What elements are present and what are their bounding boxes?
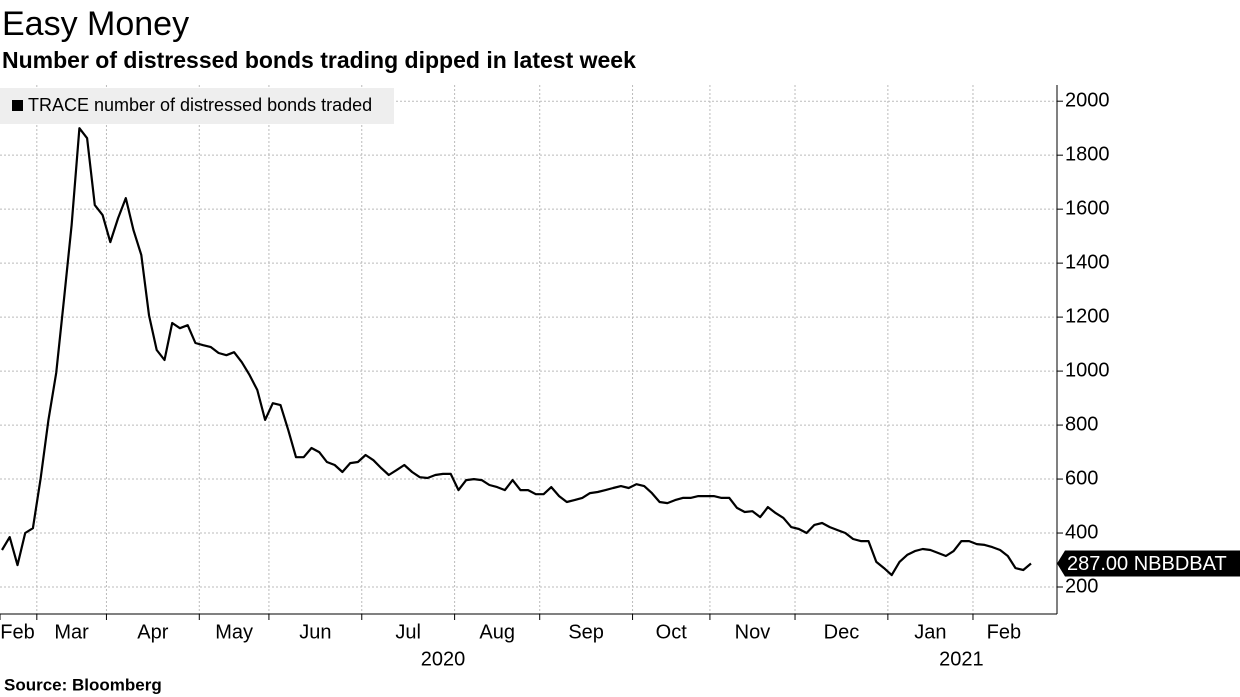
x-tick-label: Feb: [0, 621, 34, 643]
data-line: [1, 127, 1032, 577]
end-tag: 287.00 NBBDBAT: [1057, 550, 1240, 577]
legend-swatch: [12, 100, 23, 111]
y-tick-label: 1200: [1065, 305, 1110, 327]
chart-title: Easy Money: [2, 5, 189, 43]
legend-label: TRACE number of distressed bonds traded: [28, 95, 372, 115]
y-tick-label: 1800: [1065, 143, 1110, 165]
x-tick-label: Mar: [54, 621, 89, 643]
y-tick-label: 800: [1065, 413, 1098, 435]
legend-box: [0, 88, 394, 124]
x-tick-label: Jun: [299, 621, 331, 643]
x-tick-label: Apr: [137, 621, 168, 643]
year-label: 2021: [939, 648, 984, 670]
y-tick-label: 600: [1065, 467, 1098, 489]
chart-subtitle: Number of distressed bonds trading dippe…: [2, 47, 636, 73]
y-tick-label: 1400: [1065, 251, 1110, 273]
x-tick-label: Oct: [656, 621, 688, 643]
x-tick-label: Aug: [479, 621, 515, 643]
year-label: 2020: [421, 648, 466, 670]
y-tick-label: 2000: [1065, 89, 1110, 111]
source: Source: Bloomberg: [4, 675, 162, 694]
y-tick-label: 1000: [1065, 359, 1110, 381]
y-tick-label: 400: [1065, 521, 1098, 543]
y-tick-label: 1600: [1065, 197, 1110, 219]
x-tick-label: Nov: [735, 621, 771, 643]
x-tick-label: Dec: [824, 621, 860, 643]
x-tick-label: Jul: [395, 621, 421, 643]
legend: TRACE number of distressed bonds traded: [0, 88, 394, 124]
end-tag-box: [1057, 550, 1240, 577]
x-tick-label: Jan: [914, 621, 946, 643]
end-tag-label: 287.00 NBBDBAT: [1067, 553, 1227, 575]
x-tick-label: Sep: [568, 621, 604, 643]
x-tick-label: Feb: [987, 621, 1021, 643]
y-tick-label: 200: [1065, 575, 1098, 597]
x-tick-label: May: [215, 621, 253, 643]
